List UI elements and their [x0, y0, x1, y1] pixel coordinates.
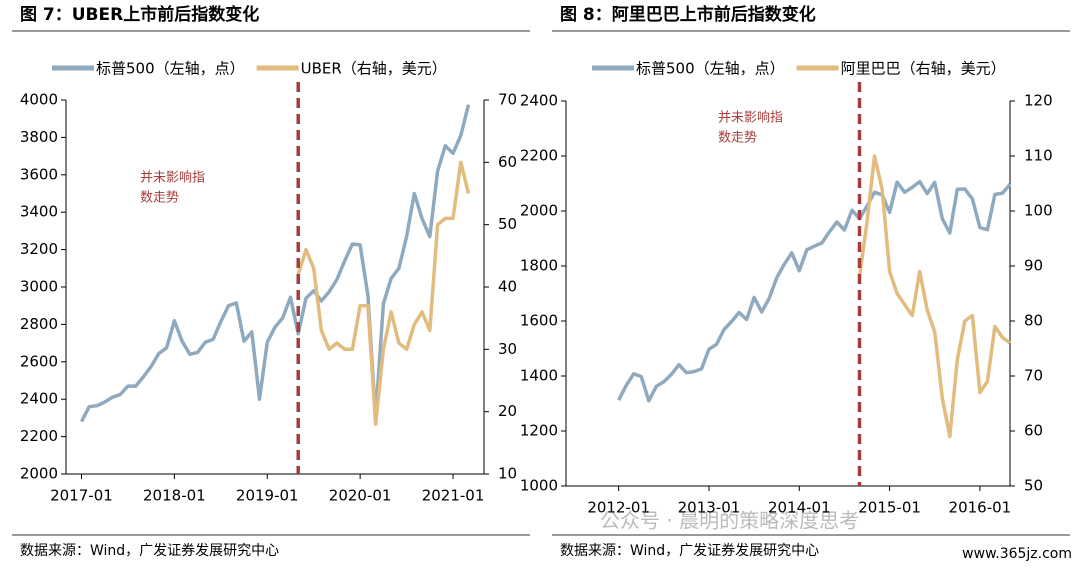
series-line	[857, 154, 1012, 439]
y-tick-label: 4000	[20, 91, 58, 109]
source: 数据来源：Wind，广发证券发展研究中心	[20, 543, 279, 559]
x-tick-label: 2017-01	[50, 487, 113, 505]
y-tick-label: 1200	[520, 422, 558, 440]
y-tick-label: 2000	[520, 202, 558, 220]
y2-tick-label: 100	[1024, 202, 1053, 220]
y-tick-label: 2400	[20, 390, 58, 408]
legend-label: 标普500（左轴，点）	[96, 60, 245, 78]
watermark: 公众号 · 晨明的策略深度思考	[600, 509, 859, 533]
y2-tick-label: 70	[1024, 367, 1043, 385]
legend-label: 标普500（左轴，点）	[636, 60, 785, 78]
x-tick-label: 2014-01	[768, 499, 831, 517]
y-tick-label: 3000	[20, 278, 58, 296]
y2-tick-label: 10	[498, 465, 517, 483]
y-tick-label: 2800	[20, 315, 58, 333]
y-tick-label: 1000	[520, 477, 558, 495]
y-tick-label: 1800	[520, 257, 558, 275]
y-tick-label: 3200	[20, 240, 58, 258]
x-tick-label: 2021-01	[422, 487, 485, 505]
x-tick-label: 2016-01	[949, 499, 1012, 517]
y-tick-label: 3600	[20, 165, 58, 183]
y-tick-label: 3800	[20, 128, 58, 146]
series-line	[79, 104, 471, 423]
series-line	[296, 160, 471, 426]
x-tick-label: 2012-01	[587, 499, 650, 517]
source: 数据来源：Wind，广发证券发展研究中心	[560, 543, 819, 559]
annotation: 数走势	[140, 190, 179, 206]
y2-tick-label: 80	[1024, 312, 1043, 330]
annotation: 数走势	[718, 130, 757, 146]
x-tick-label: 2020-01	[329, 487, 392, 505]
legend-label: UBER（右轴，美元）	[301, 60, 447, 78]
y2-tick-label: 60	[498, 153, 517, 171]
y2-tick-label: 50	[1024, 477, 1043, 495]
y-tick-label: 1600	[520, 312, 558, 330]
series-line	[617, 179, 1012, 403]
y2-tick-label: 20	[498, 402, 517, 420]
y2-tick-label: 60	[1024, 422, 1043, 440]
x-tick-label: 2013-01	[678, 499, 741, 517]
chart-title: 图 8：阿里巴巴上市前后指数变化	[560, 4, 816, 25]
y2-tick-label: 70	[498, 91, 517, 109]
x-tick-label: 2019-01	[236, 487, 299, 505]
y-tick-label: 2200	[20, 427, 58, 445]
y-tick-label: 2600	[20, 352, 58, 370]
y2-tick-label: 110	[1024, 147, 1053, 165]
y-tick-label: 2200	[520, 147, 558, 165]
y2-tick-label: 40	[498, 278, 517, 296]
legend-label: 阿里巴巴（右轴，美元）	[841, 60, 1006, 78]
y2-tick-label: 90	[1024, 257, 1043, 275]
y2-tick-label: 50	[498, 215, 517, 233]
y2-tick-label: 30	[498, 340, 517, 358]
y-tick-label: 2400	[520, 92, 558, 110]
x-tick-label: 2018-01	[143, 487, 206, 505]
y-tick-label: 2000	[20, 465, 58, 483]
y2-tick-label: 120	[1024, 92, 1053, 110]
y-tick-label: 1400	[520, 367, 558, 385]
chart-title: 图 7：UBER上市前后指数变化	[20, 4, 259, 25]
x-tick-label: 2015-01	[858, 499, 921, 517]
annotation: 并未影响指	[718, 110, 783, 126]
y-tick-label: 3400	[20, 203, 58, 221]
annotation: 并未影响指	[140, 170, 205, 186]
site-mark: www.365jz.com	[962, 546, 1072, 562]
